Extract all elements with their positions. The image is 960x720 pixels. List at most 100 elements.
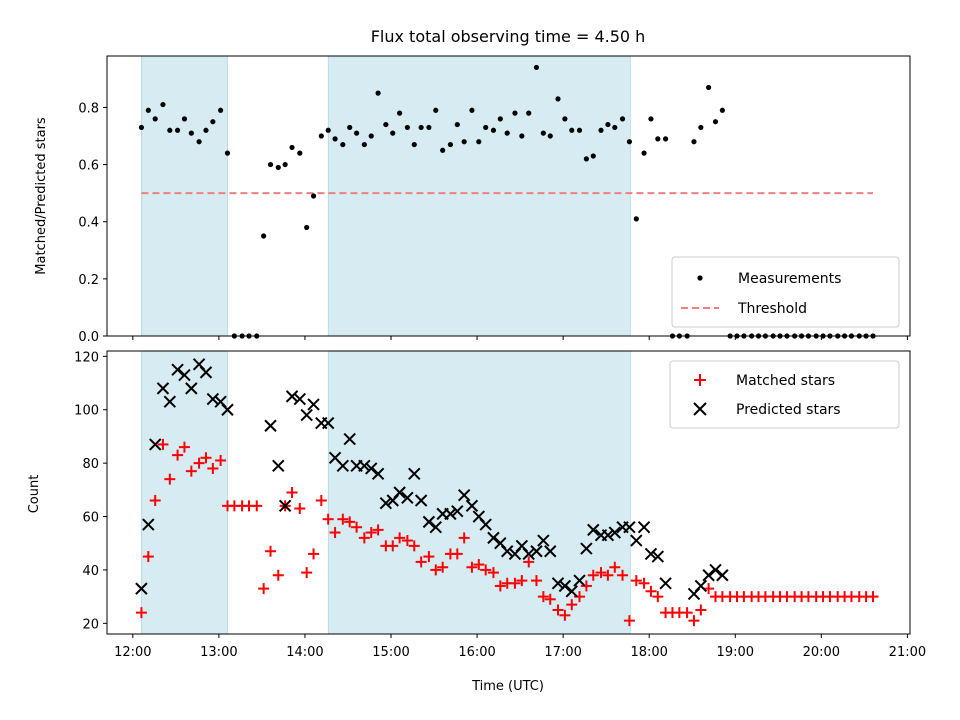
measurement-point [433,107,439,113]
predicted-star-point [630,534,643,547]
matched-star-point [695,604,707,616]
matched-star-point [135,607,147,619]
measurement-point [310,193,317,199]
predicted-star-point [587,523,600,537]
predicted-star-point [148,438,162,451]
measurement-point [188,130,194,136]
matched-star-point [681,607,693,619]
measurement-point [353,130,360,136]
x-tick-label: 16:00 [458,645,495,660]
predicted-star-point [537,534,550,547]
measurement-point [583,156,589,162]
matched-star-point [365,527,377,539]
predicted-star-point [408,467,421,481]
predicted-star-point [171,363,184,376]
x-tick-label: 14:00 [286,645,323,660]
measurement-point [304,224,310,231]
matched-star-point [595,567,607,579]
measurement-point [145,107,151,113]
measurement-point [540,130,546,136]
measurement-point [397,110,403,116]
predicted-star-point [429,521,442,534]
predicted-star-point [371,467,385,481]
predicted-star-point [644,547,658,561]
matched-star-point [587,569,599,581]
predicted-star-point [206,392,220,406]
matched-star-point [258,583,270,595]
matched-star-point [387,540,399,552]
measurement-point [174,127,181,133]
matched-star-point [251,500,263,512]
predicted-star-point [694,579,708,593]
matched-star-point [544,593,556,605]
matched-star-point [645,585,657,597]
predicted-star-point [551,577,565,590]
y-tick-label: 0.4 [78,216,99,231]
matched-star-point [358,532,370,544]
predicted-star-point [272,459,285,473]
matched-star-point [193,457,205,469]
predicted-star-point [401,491,414,505]
predicted-star-point [285,390,299,403]
predicted-star-point [358,459,371,473]
measurement-point [648,116,654,122]
x-tick-label: 21:00 [889,645,926,660]
legend-measurements-label: Measurements [738,271,841,287]
matched-star-point [415,556,427,568]
matched-star-point [652,591,664,603]
measurement-point [512,110,518,116]
predicted-star-point [558,579,572,593]
x-tick-label: 15:00 [372,645,409,660]
matched-star-point [688,615,700,627]
measurement-point [383,121,389,128]
y-tick-label: 0.8 [78,101,99,116]
legend-matched-marker [694,374,706,386]
predicted-star-point [185,382,198,395]
predicted-star-point [623,521,636,534]
measurement-point [282,161,288,168]
matched-star-point [602,569,614,581]
measurement-point [368,133,374,139]
top-shaded-regions [141,55,631,337]
measurement-point [547,133,553,139]
matched-star-point [372,524,384,536]
matched-star-point [430,564,442,576]
measurement-point [719,107,725,113]
measurement-point [404,124,410,131]
predicted-star-point [501,545,514,558]
matched-star-point [265,545,277,557]
measurement-point [490,127,497,133]
bottom-x-ticks: 12:00 13:00 14:00 15:00 16:00 17:00 18:00 19:00… [114,634,926,660]
predicted-star-point [444,507,457,521]
y-tick-label: 20 [82,617,99,632]
measurement-point [655,136,661,142]
matched-star-point [294,503,306,515]
matched-star-point [351,521,363,533]
observing-interval-1 [327,350,631,635]
matched-star-point [308,548,320,560]
matched-star-point [172,449,184,461]
top-y-axis-label: Matched/Predicted stars [34,117,49,275]
measurement-point [476,139,482,145]
matched-star-point [315,495,327,507]
predicted-star-point [321,416,335,430]
measurement-point [447,141,454,148]
measurement-point [347,124,353,131]
legend-threshold-label: Threshold [737,301,807,317]
predicted-star-point [637,521,651,534]
y-tick-label: 80 [82,457,99,472]
bottom-y-axis-label: Count [27,475,42,514]
matched-star-point [164,473,176,485]
measurement-point [267,161,274,168]
measurement-point [590,153,596,159]
x-tick-label: 19:00 [717,645,754,660]
measurement-point [361,141,367,148]
legend-matched-label: Matched stars [736,373,835,389]
matched-star-point [537,591,549,603]
measurement-point [297,150,303,156]
matched-star-point [401,535,413,547]
y-tick-label: 0.6 [78,159,99,174]
matched-stars-points [135,438,879,627]
measurement-point [152,116,158,122]
measurement-point [289,144,295,151]
